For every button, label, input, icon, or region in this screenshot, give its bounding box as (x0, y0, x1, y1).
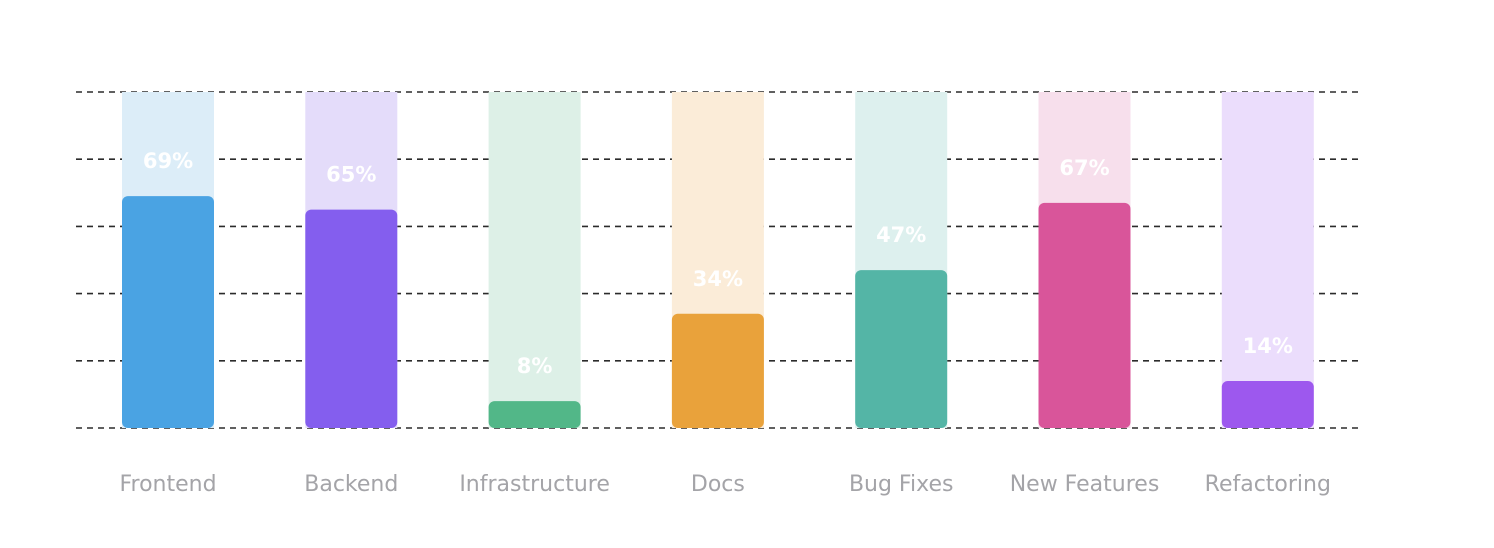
category-labels: Frontend Backend Infrastructure Docs Bug Fix… (119, 472, 1331, 497)
bar-bug-fixes[interactable] (855, 270, 948, 428)
bar-infrastructure[interactable] (488, 401, 581, 428)
bar-new-features[interactable] (1038, 202, 1131, 428)
category-label-backend: Backend (304, 472, 398, 497)
category-label-frontend: Frontend (119, 472, 216, 497)
category-label-bug-fixes: Bug Fixes (849, 472, 954, 497)
category-label-new-features: New Features (1010, 472, 1160, 497)
bar-docs[interactable] (671, 313, 764, 428)
value-label-backend: 65% (326, 163, 376, 187)
bar-track-infrastructure (488, 92, 581, 428)
value-label-infrastructure: 8% (517, 354, 553, 378)
category-label-refactoring: Refactoring (1205, 472, 1331, 497)
value-label-refactoring: 14% (1243, 334, 1293, 358)
value-label-bug-fixes: 47% (876, 223, 926, 247)
bar-frontend[interactable] (122, 196, 214, 428)
bar-track-refactoring (1221, 92, 1314, 428)
value-label-docs: 34% (693, 267, 743, 291)
value-labels: 69% 65% 8% 34% 47% 67% 14% (143, 149, 1293, 378)
bar-refactoring[interactable] (1221, 380, 1314, 428)
category-label-docs: Docs (691, 472, 745, 497)
category-label-infrastructure: Infrastructure (459, 472, 610, 497)
value-label-frontend: 69% (143, 149, 193, 173)
bars (122, 196, 1314, 428)
bar-backend[interactable] (305, 209, 398, 428)
value-label-new-features: 67% (1059, 156, 1109, 180)
